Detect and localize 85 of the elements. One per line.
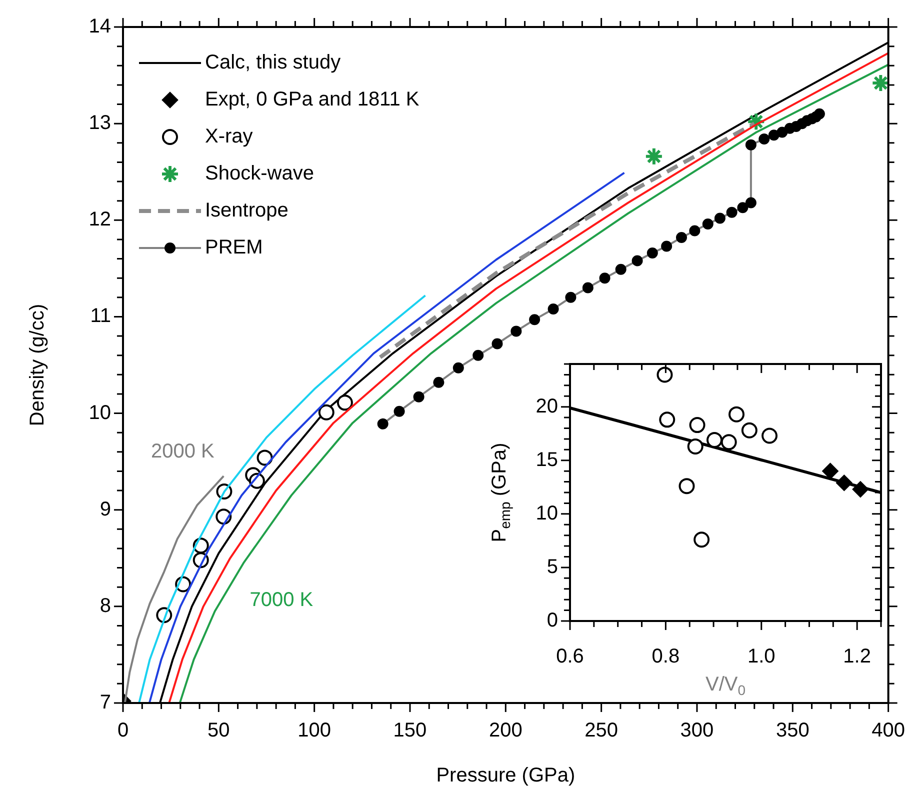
point <box>836 474 852 491</box>
annotation: 7000 K <box>250 588 314 611</box>
point <box>822 463 838 480</box>
x-tick-label: 150 <box>393 720 427 742</box>
y-tick-label: 7 <box>100 692 111 714</box>
legend-label: Calc, this study <box>205 52 341 74</box>
point <box>472 350 484 361</box>
point <box>644 146 664 166</box>
point <box>565 292 576 303</box>
y-tick-label: 20 <box>536 395 558 418</box>
point <box>548 303 559 314</box>
point <box>377 418 388 430</box>
x-tick-label: 100 <box>298 720 332 742</box>
point <box>661 240 672 252</box>
point <box>510 326 522 337</box>
point <box>852 481 868 498</box>
point <box>615 264 626 275</box>
y-tick-label: 14 <box>88 16 111 38</box>
x-tick-label: 200 <box>488 720 522 742</box>
line-series <box>378 122 756 360</box>
y-tick-label: 9 <box>100 498 111 520</box>
point <box>745 197 756 208</box>
legend-label: Isentrope <box>205 200 288 222</box>
x-tick-label: 350 <box>776 720 810 742</box>
point <box>582 282 594 294</box>
y-tick-label: 11 <box>90 305 111 328</box>
point <box>646 247 658 258</box>
point <box>452 362 464 374</box>
y-tick-label: 10 <box>536 502 558 524</box>
point <box>656 366 673 383</box>
y-tick-label: 13 <box>88 112 111 134</box>
point <box>741 422 758 438</box>
point <box>413 391 424 402</box>
annotation: 2000 K <box>151 440 216 463</box>
point <box>632 255 643 266</box>
x-tick-label: 0.6 <box>556 646 584 668</box>
point <box>689 417 706 434</box>
point <box>726 206 738 218</box>
point <box>318 404 334 420</box>
point <box>678 478 695 494</box>
x-tick-label: 400 <box>872 720 906 742</box>
x-tick-label: 1.2 <box>843 646 871 668</box>
x-tick-label: 50 <box>208 720 230 742</box>
point <box>394 406 405 417</box>
point <box>706 432 722 448</box>
point <box>676 232 687 244</box>
point <box>529 314 540 326</box>
point <box>687 438 704 454</box>
point <box>433 376 444 388</box>
point <box>714 212 726 224</box>
legend-label: X-ray <box>205 126 253 148</box>
x-tick-label: 250 <box>584 720 618 742</box>
y-tick-label: 8 <box>100 594 111 617</box>
point <box>256 450 273 466</box>
point <box>336 394 353 411</box>
y-axis-title: Density (g/cc) <box>26 304 49 426</box>
y-tick-label: 5 <box>546 556 558 578</box>
point <box>599 272 610 284</box>
point <box>694 532 710 548</box>
point <box>814 108 825 120</box>
x-axis-title: Pressure (GPa) <box>436 764 576 787</box>
x-tick-label: 1.0 <box>747 646 776 668</box>
point <box>745 139 756 150</box>
legend-label: Expt, 0 GPa and 1811 K <box>205 88 420 111</box>
x-tick-label: 0 <box>117 720 129 742</box>
point <box>728 406 745 422</box>
point <box>720 434 737 450</box>
point <box>762 428 778 444</box>
y-tick-label: 0 <box>546 610 558 632</box>
point <box>492 338 503 350</box>
point <box>758 134 770 145</box>
point <box>702 218 714 230</box>
point <box>659 412 676 428</box>
point <box>737 202 748 214</box>
point <box>689 225 700 236</box>
x-tick-label: 300 <box>680 720 714 742</box>
y-tick-label: 15 <box>536 448 558 471</box>
point <box>768 130 780 141</box>
y-axis-title: Pemp (GPa) <box>488 442 513 542</box>
legend-label: Shock-wave <box>205 162 314 185</box>
y-tick-label: 12 <box>88 208 111 231</box>
point <box>776 126 788 138</box>
y-tick-label: 10 <box>88 402 111 424</box>
x-tick-label: 0.8 <box>652 646 680 668</box>
legend-label: PREM <box>205 236 263 259</box>
